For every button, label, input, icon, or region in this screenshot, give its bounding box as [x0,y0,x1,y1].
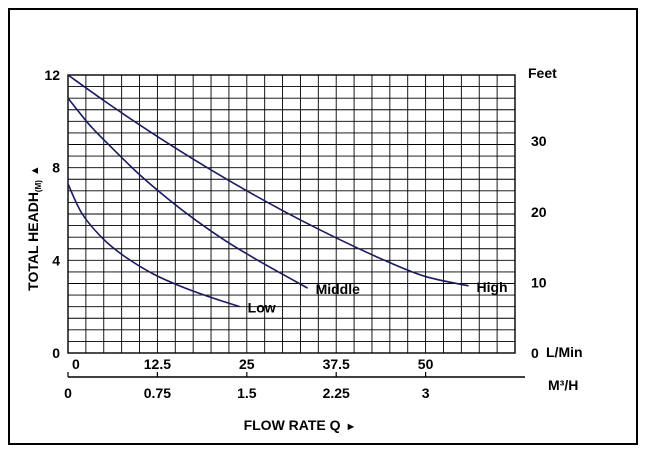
series-line-high [67,74,469,287]
y-axis-title-unit: (M) [34,180,43,192]
series-line-middle [67,97,308,289]
x-axis-title: FLOW RATE Q ► [244,417,357,433]
y-axis-title-text: TOTAL HEADH [25,192,41,291]
left-axis-tick-label: 8 [52,160,60,176]
left-axis-tick-label: 0 [52,345,60,361]
lpm-tick-label: 37.5 [323,356,350,372]
series-label-middle: Middle [316,281,361,297]
m3h-tick-label: 0.75 [144,385,171,401]
tick-labels: 0 4 8 12 0 10 20 30 0 12.5 25 37.5 50 0 0.75 1.5 2.25 3 [44,67,546,401]
plot-border [67,74,516,354]
x-axis-title-text: FLOW RATE Q [244,417,341,433]
series-label-high: High [477,279,508,295]
lpm-unit-label: L/Min [546,344,583,360]
x-axis-title-arrow: ► [346,421,357,433]
m3h-tick-label: 3 [422,385,430,401]
y-axis-title: TOTAL HEADH(M) ▲ [25,165,43,291]
lpm-tick-label: 25 [239,356,255,372]
right-axis-tick-label: 20 [531,204,547,220]
series-line-low [67,183,240,308]
left-axis-tick-label: 12 [44,67,60,83]
m3h-tick-label: 0 [64,385,72,401]
right-axis-tick-label: 10 [531,274,547,290]
series-curves: Low Middle High [67,74,508,316]
left-axis-tick-label: 4 [52,252,60,268]
right-axis-tick-label: 0 [531,345,539,361]
lpm-tick-label: 12.5 [144,356,171,372]
right-axis-unit-label: Feet [528,65,557,81]
lpm-tick-label: 0 [72,356,80,372]
series-label-low: Low [248,300,276,316]
m3h-tick-label: 1.5 [237,385,257,401]
chart-frame [8,8,638,445]
lpm-tick-label: 50 [418,356,434,372]
m3h-unit-label: M³/H [548,377,578,393]
m3h-tick-label: 2.25 [323,385,350,401]
right-axis-tick-label: 30 [531,133,547,149]
grid-lines [67,74,525,378]
y-axis-title-arrow: ▲ [29,165,41,176]
